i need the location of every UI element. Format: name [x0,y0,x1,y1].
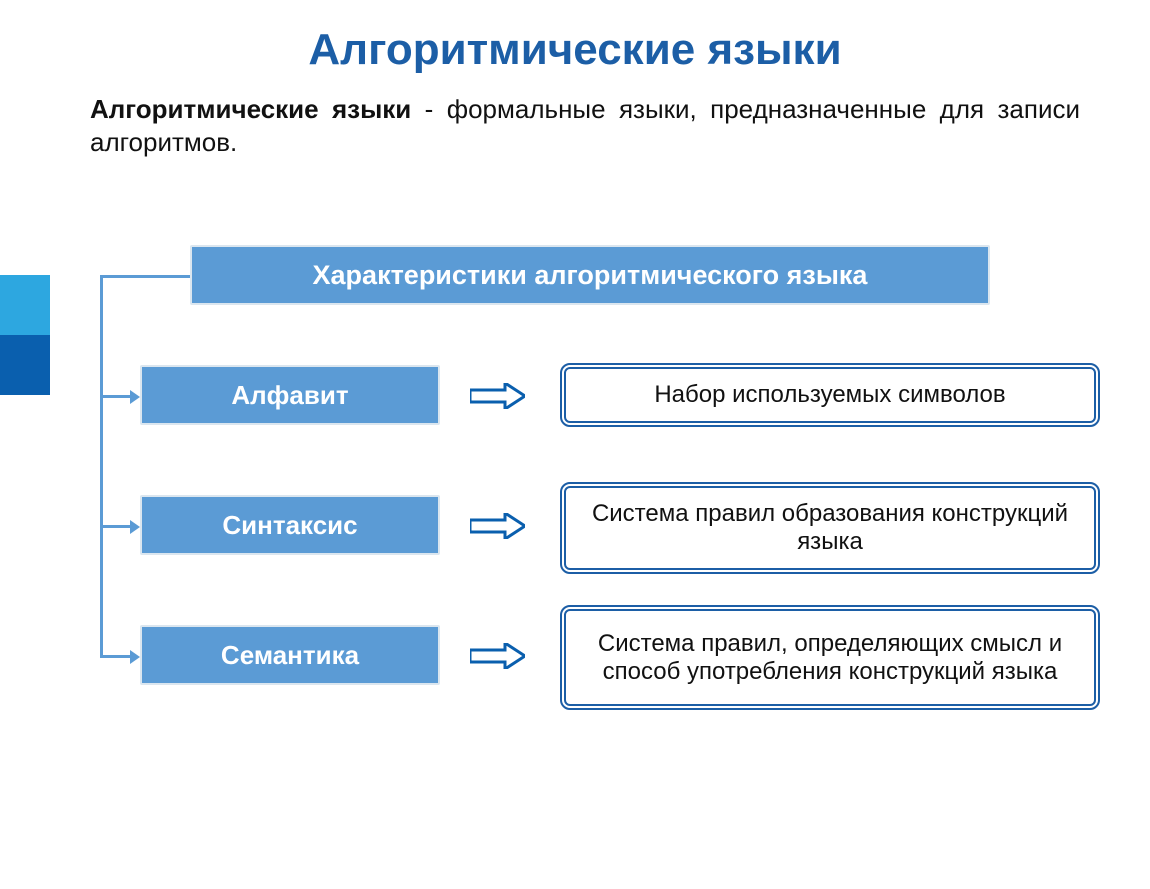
desc-label: Система правил, определяющих смысл и спо… [584,630,1076,686]
block-arrow-icon [470,643,525,669]
desc-box-2: Система правил, определяющих смысл и спо… [560,605,1100,710]
desc-label: Система правил образования конструкций я… [584,500,1076,556]
block-arrow-icon [470,383,525,409]
block-arrow-icon [470,513,525,539]
term-box-1: Синтаксис [140,495,440,555]
sidebar-accent-bottom [0,335,50,395]
header-box-label: Характеристики алгоритмического языка [313,260,868,291]
term-box-0: Алфавит [140,365,440,425]
intro-paragraph: Алгоритмические языки - формальные языки… [90,93,1080,158]
intro-bold: Алгоритмические языки [90,94,411,124]
term-label: Алфавит [231,380,348,411]
desc-box-0: Набор используемых символов [560,363,1100,427]
sidebar-accent [0,275,50,395]
term-label: Семантика [221,640,359,671]
desc-box-1: Система правил образования конструкций я… [560,482,1100,574]
desc-label: Набор используемых символов [654,381,1005,409]
diagram: Характеристики алгоритмического языка Ал… [70,235,1100,795]
sidebar-accent-top [0,275,50,335]
term-box-2: Семантика [140,625,440,685]
term-label: Синтаксис [222,510,357,541]
slide-title: Алгоритмические языки [0,25,1150,75]
header-box: Характеристики алгоритмического языка [190,245,990,305]
